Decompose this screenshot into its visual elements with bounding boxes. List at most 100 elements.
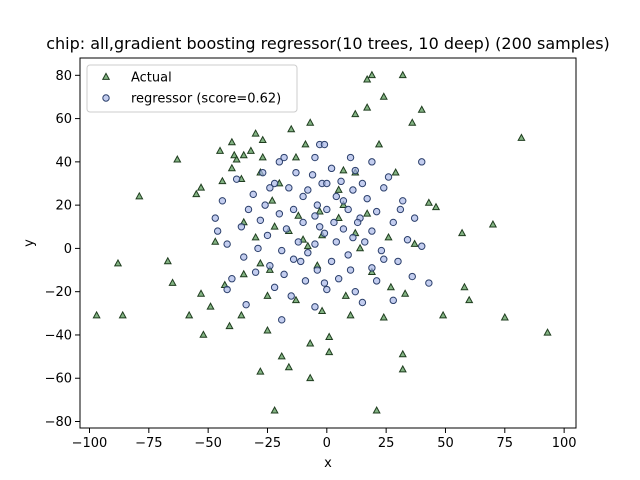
y-tick-label: −80 (45, 415, 72, 430)
actual-point (315, 206, 324, 215)
actual-point (232, 155, 241, 163)
regressor-point (311, 240, 319, 248)
regressor-point (399, 197, 407, 205)
actual-point (199, 330, 208, 338)
y-tick-label: 60 (55, 112, 72, 127)
actual-point (374, 139, 384, 148)
actual-point (346, 310, 355, 319)
actual-point (277, 351, 286, 360)
legend: Actual regressor (score=0.62) (86, 64, 298, 113)
actual-point (379, 313, 388, 321)
legend-label: regressor (score=0.62) (131, 92, 281, 107)
actual-point (386, 282, 395, 291)
actual-point (398, 349, 407, 358)
regressor-point (334, 275, 343, 283)
actual-point (196, 183, 206, 191)
regressor-point (327, 164, 336, 173)
y-tick-label: −20 (45, 285, 72, 300)
actual-point (168, 278, 177, 286)
regressor-point (223, 285, 231, 294)
actual-point (237, 310, 246, 319)
regressor-point (418, 242, 426, 250)
legend-marker-regressor (102, 94, 110, 102)
x-tick-label: 100 (552, 436, 577, 451)
actual-point (325, 347, 334, 356)
actual-point (251, 129, 260, 137)
regressor-point (259, 168, 267, 177)
actual-point (417, 105, 426, 113)
regressor-point (358, 298, 367, 307)
y-tick-label: 0 (64, 242, 72, 257)
regressor-point (372, 207, 381, 216)
regressor-point (332, 238, 341, 246)
actual-point (465, 295, 474, 304)
regressor-point (337, 177, 345, 186)
actual-point (439, 310, 448, 319)
series-regressor (211, 140, 433, 324)
regressor-point (299, 218, 307, 227)
regressor-point (346, 153, 355, 162)
actual-point (306, 338, 315, 347)
actual-point (398, 364, 407, 373)
x-tick-label: 75 (497, 436, 514, 451)
regressor-point (330, 218, 338, 227)
actual-point (488, 219, 498, 228)
regressor-point (320, 140, 329, 149)
actual-point (268, 196, 277, 204)
regressor-point (297, 257, 305, 266)
actual-point (225, 321, 234, 330)
legend-marker-actual (101, 72, 111, 80)
regressor-point (311, 153, 319, 162)
actual-point (206, 302, 215, 310)
actual-point (301, 139, 310, 148)
regressor-point (240, 253, 248, 261)
actual-point (306, 118, 315, 126)
regressor-point (278, 246, 286, 255)
actual-point (135, 191, 144, 200)
regressor-point (377, 246, 386, 255)
regressor-point (344, 251, 352, 259)
regressor-point (380, 255, 388, 263)
regressor-point (332, 192, 341, 201)
regressor-point (282, 225, 291, 233)
x-tick-label: 0 (323, 436, 331, 451)
regressor-point (270, 179, 279, 188)
plot-frame (79, 57, 577, 429)
regressor-point (363, 194, 371, 203)
actual-point (291, 295, 301, 304)
y-tick-label: −60 (45, 372, 72, 387)
x-tick-label: 25 (378, 436, 395, 451)
actual-point (192, 189, 201, 198)
actual-point (227, 163, 236, 172)
regressor-point (211, 214, 219, 222)
regressor-point (339, 197, 348, 205)
regressor-point (346, 266, 355, 274)
actual-point (251, 232, 260, 241)
regressor-point (389, 218, 397, 227)
regressor-point (320, 279, 329, 287)
regressor-point (410, 214, 419, 222)
regressor-point (213, 227, 222, 235)
regressor-point (223, 240, 231, 248)
regressor-point (299, 192, 307, 201)
actual-point (258, 152, 267, 161)
regressor-point (323, 205, 331, 214)
actual-point (384, 232, 393, 241)
regressor-point (256, 216, 265, 224)
regressor-point (237, 223, 246, 231)
x-tick-label: −50 (194, 436, 221, 451)
actual-point (256, 258, 265, 267)
actual-point (291, 152, 301, 161)
actual-point (256, 367, 265, 375)
actual-point (334, 185, 343, 193)
actual-point (218, 176, 227, 185)
plot-area (79, 57, 577, 429)
regressor-point (351, 166, 359, 175)
actual-point (391, 168, 400, 176)
regressor-point (358, 179, 367, 188)
regressor-point (418, 158, 426, 166)
regressor-point (372, 277, 381, 285)
actual-point (270, 222, 279, 230)
actual-point (118, 310, 127, 319)
